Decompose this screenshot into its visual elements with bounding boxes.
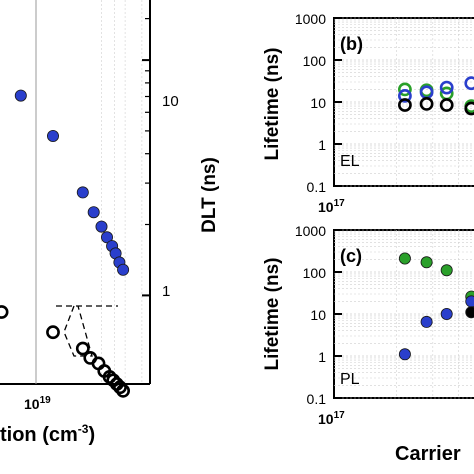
panel-a-right-axis-label: DLT (ns) [199,157,220,233]
panel-b-ylabel: Lifetime (ns) [262,48,283,161]
panel-a-series-0-point-0 [14,89,27,102]
panel-a-series-0-point-1 [47,129,60,142]
panel-c-series-0-point-2 [440,264,453,277]
panel-b-series-1-point-2 [439,80,454,95]
panel-b-series-2-point-3 [464,101,474,116]
panel-a-points [0,89,130,398]
panel-b-series-1-point-0 [397,89,412,103]
panel-c-xtick-label: 1017 [318,410,345,427]
panel-b-points [397,76,474,116]
panel-c-ytick-4: 0.1 [307,391,327,407]
panel-b-ytick-1: 100 [303,53,327,69]
panel-a-series-1-point-2 [75,341,90,356]
panel-a-right-tick-1: 1 [162,283,170,300]
panel-a-series-1-point-1 [46,325,60,340]
panel-b-ytick-3: 1 [318,137,326,153]
panel-a-series-1-point-0 [0,305,9,319]
panel-b-series-2-point-1 [419,97,434,111]
panel-b-label: (b) [340,34,363,54]
panel-a-series-0-point-2 [76,186,89,199]
panel-c-ytick-3: 1 [318,349,326,365]
panel-c: (c) PL 1000 100 10 1 0.1 1017 Lifetime (… [262,223,474,465]
panel-c-ylabel: Lifetime (ns) [262,258,283,371]
panel-c-ticks [334,229,342,399]
panel-c-series-2-point-0 [465,306,474,319]
panel-c-series-1-point-3 [465,295,474,308]
panel-a-series-0-point-4 [95,220,108,233]
panel-c-grid [334,229,474,399]
panel-b-series-1-point-3 [464,76,474,91]
panel-b-ytick-4: 0.1 [307,179,327,195]
panel-a-ticks [142,18,150,297]
panel-b-ytick-2: 10 [310,95,326,111]
panel-a-series-0-point-9 [117,263,130,276]
panel-c-series-1-point-2 [440,307,453,320]
panel-c-series-1-point-1 [420,315,433,328]
panel-c-ytick-1: 100 [303,265,327,281]
shared-xlabel: Carrier [395,443,461,465]
panel-a-right-tick-10: 10 [162,93,179,110]
panel-a-xlabel: tion (cm-3) [0,422,95,446]
panel-c-ytick-2: 10 [310,307,326,323]
panel-c-series-0-point-0 [398,252,411,265]
panel-c-label: (c) [340,246,362,266]
panel-c-points [398,252,474,361]
panel-a-series-0-point-3 [87,206,100,219]
panel-c-series-1-point-0 [398,348,411,361]
panel-b-inner-label: EL [340,153,360,170]
panel-b-series-2-point-0 [397,98,412,112]
panel-a-series-1-point-6 [102,369,117,384]
panel-a-xtick-label: 1019 [24,395,51,412]
panel-a-series-1-point-10 [116,383,130,398]
panel-b-ticks [334,17,342,187]
panel-b: (b) EL 1000 100 10 1 0.1 1017 Lifetime (… [262,11,474,215]
panel-a-dashed-annotation [56,305,118,357]
panel-c-inner-label: PL [340,371,360,388]
panel-b-grid [334,17,474,187]
panel-b-ytick-0: 1000 [295,11,326,27]
panel-a-grid [101,0,143,384]
panel-c-ytick-0: 1000 [295,223,326,239]
panel-a: 1019 10 1 DLT (ns) tion (cm-3) [0,0,220,446]
panel-b-series-0-point-0 [397,82,412,97]
panel-c-series-0-point-1 [420,256,433,269]
panel-b-xtick-label: 1017 [318,198,345,215]
panel-a-series-0-point-5 [101,231,114,244]
panel-b-series-2-point-2 [439,98,454,112]
